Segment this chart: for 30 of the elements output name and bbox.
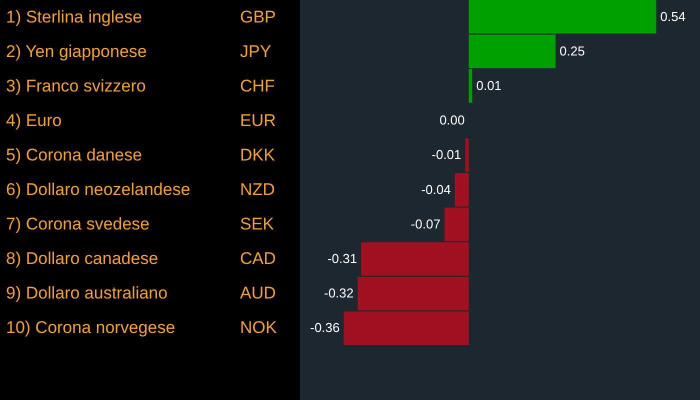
data-label: -0.36 bbox=[310, 320, 340, 336]
y2-tick-label: CAD bbox=[240, 248, 276, 268]
data-label: -0.32 bbox=[324, 286, 354, 301]
data-label: 0.54 bbox=[660, 8, 686, 24]
y2-tick-label: SEK bbox=[240, 214, 275, 234]
y2-tick-label: GBP bbox=[240, 7, 276, 26]
data-label: -0.01 bbox=[432, 147, 462, 162]
y2-tick-label: NOK bbox=[240, 318, 278, 337]
data-label: -0.04 bbox=[421, 182, 451, 197]
y2-tick-label: NZD bbox=[240, 180, 275, 199]
data-label: -0.31 bbox=[327, 251, 358, 266]
y2-tick-label: CHF bbox=[240, 76, 275, 96]
y2-tick-label: JPY bbox=[240, 42, 272, 61]
data-label: 0.25 bbox=[560, 43, 585, 58]
y-tick-label: 3) Franco svizzero bbox=[6, 76, 146, 96]
data-label: -0.07 bbox=[410, 216, 440, 232]
y-tick-label: 1) Sterlina inglese bbox=[6, 7, 142, 26]
y-tick-label: 7) Corona svedese bbox=[6, 214, 150, 234]
y-tick-label: 4) Euro bbox=[6, 110, 62, 130]
y-tick-label: 10) Corona norvegese bbox=[6, 318, 176, 337]
y-tick-label: 2) Yen giapponese bbox=[6, 42, 147, 61]
y2-tick-label: AUD bbox=[240, 283, 276, 302]
y-tick-label: 5) Corona danese bbox=[6, 145, 142, 164]
data-label: 0.01 bbox=[476, 78, 502, 93]
y-tick-label: 9) Dollaro australiano bbox=[6, 283, 168, 302]
y2-tick-label: DKK bbox=[240, 145, 276, 164]
y2-tick-label: EUR bbox=[240, 110, 276, 130]
data-label: 0.00 bbox=[439, 112, 465, 128]
y-tick-label: 6) Dollaro neozelandese bbox=[6, 180, 190, 199]
y-tick-label: 8) Dollaro canadese bbox=[6, 248, 158, 268]
